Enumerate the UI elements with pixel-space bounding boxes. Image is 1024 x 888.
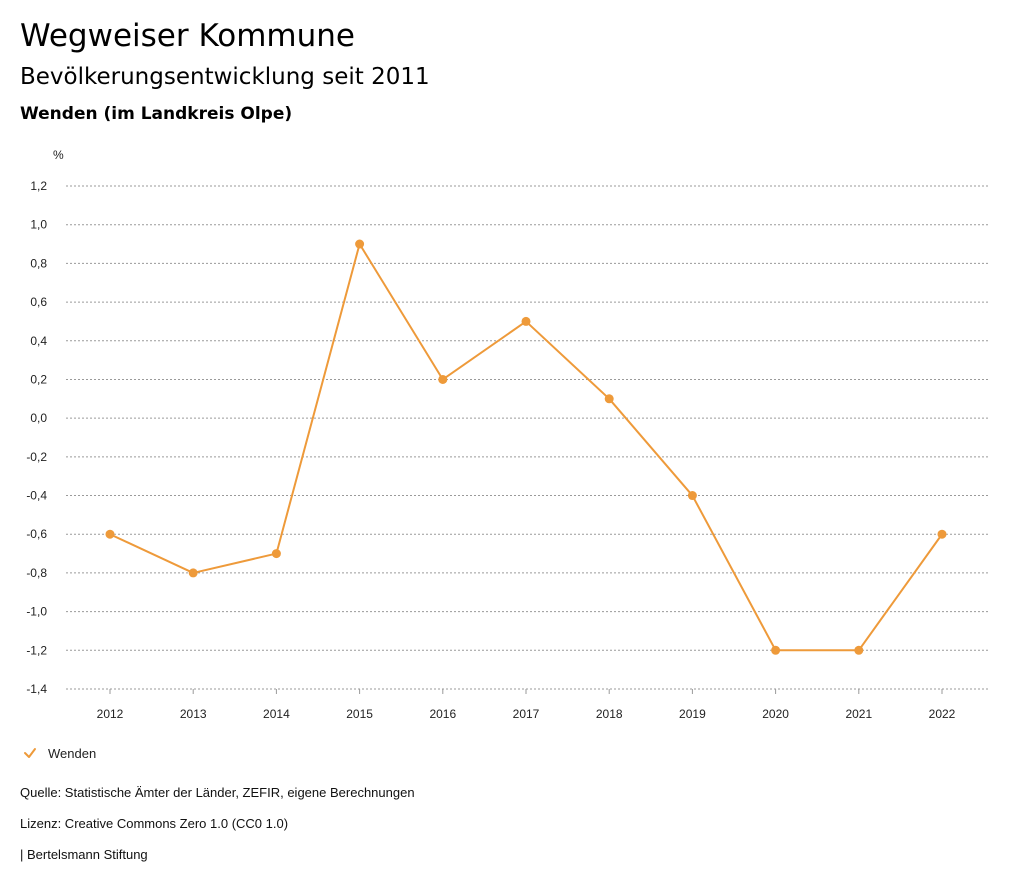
chart-subtitle: Bevölkerungsentwicklung seit 2011: [20, 64, 430, 90]
data-point[interactable]: [188, 568, 198, 578]
y-tick-label: 0,4: [30, 334, 47, 348]
x-tick-label: 2020: [762, 707, 789, 721]
data-point[interactable]: [771, 645, 781, 655]
series-line-wenden: [109, 243, 943, 652]
x-tick-label: 2016: [429, 707, 456, 721]
x-tick-label: 2014: [263, 707, 290, 721]
data-point[interactable]: [438, 374, 448, 384]
y-tick-label: -0,4: [26, 489, 47, 503]
checkmark-icon: [24, 748, 36, 758]
y-tick-label: -0,2: [26, 450, 47, 464]
x-tick-label: 2022: [929, 707, 956, 721]
series-wenden: [105, 239, 947, 655]
source-note: Quelle: Statistische Ämter der Länder, Z…: [20, 785, 415, 800]
publisher-note: | Bertelsmann Stiftung: [20, 847, 148, 862]
x-tick-label: 2013: [180, 707, 207, 721]
y-axis-unit-label: %: [53, 148, 64, 162]
x-axis-ticks: 2012 2013 2014 2015 2016 2017 2018 2019 2020 2021…: [97, 689, 956, 721]
grid-lines: [66, 185, 990, 690]
data-point[interactable]: [105, 529, 115, 539]
data-point[interactable]: [604, 394, 614, 404]
page-title: Wegweiser Kommune: [20, 18, 355, 54]
data-point[interactable]: [937, 529, 947, 539]
y-tick-label: 1,2: [30, 179, 47, 193]
y-tick-label: 0,2: [30, 372, 47, 386]
license-note: Lizenz: Creative Commons Zero 1.0 (CC0 1…: [20, 816, 289, 831]
y-tick-label: 0,8: [30, 256, 47, 270]
x-tick-label: 2017: [513, 707, 540, 721]
y-tick-label: -0,8: [26, 566, 47, 580]
legend-item-wenden: Wenden: [48, 745, 97, 761]
data-point[interactable]: [854, 645, 864, 655]
x-tick-label: 2012: [97, 707, 124, 721]
data-point[interactable]: [271, 549, 281, 559]
data-point[interactable]: [521, 316, 531, 326]
x-tick-label: 2015: [346, 707, 373, 721]
y-tick-label: 1,0: [30, 218, 47, 232]
data-point[interactable]: [687, 491, 697, 501]
y-tick-label: 0,6: [30, 295, 47, 309]
x-tick-label: 2019: [679, 707, 706, 721]
y-tick-label: -1,4: [26, 682, 47, 696]
y-tick-label: -1,2: [26, 643, 47, 657]
line-chart: 1,2 1,0 0,8 0,6 0,4 0,2 0,0 -0,2 -0,4 -0,6 -0,8 -1,…: [26, 148, 990, 721]
y-tick-label: -1,0: [26, 605, 47, 619]
y-axis-ticks: 1,2 1,0 0,8 0,6 0,4 0,2 0,0 -0,2 -0,4 -0,6 -0,8 -1,…: [26, 179, 47, 696]
chart-legend[interactable]: Wenden: [22, 745, 96, 761]
y-tick-label: -0,6: [26, 527, 47, 541]
x-tick-label: 2018: [596, 707, 623, 721]
x-tick-label: 2021: [845, 707, 872, 721]
region-label: Wenden (im Landkreis Olpe): [20, 104, 293, 124]
y-tick-label: 0,0: [30, 411, 47, 425]
data-point[interactable]: [355, 239, 365, 249]
